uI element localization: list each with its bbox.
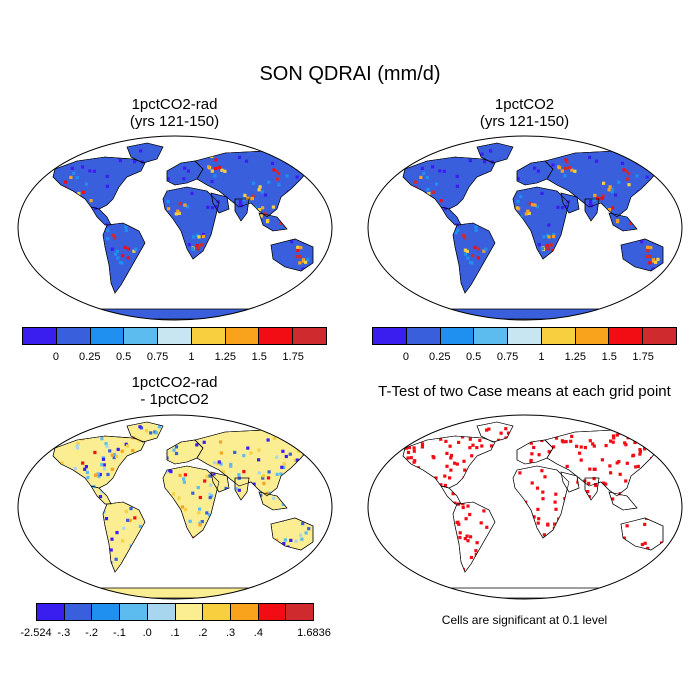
colorbar-tick-label: 0.75: [146, 351, 169, 363]
landmass-antarctica: [404, 587, 646, 599]
colorbar-swatch: [23, 328, 57, 344]
colorbar-tick-label: -2.524: [20, 627, 52, 639]
landmass-seasia: [258, 212, 288, 232]
colorbar-swatch: [286, 604, 314, 620]
colorbar-swatch: [609, 328, 644, 344]
colorbar-swatch: [508, 328, 542, 344]
colorbar-boxes: [22, 327, 327, 345]
colorbar-swatch: [191, 328, 226, 344]
colorbar-swatch: [225, 328, 260, 344]
colorbar-swatch: [643, 328, 677, 344]
panel-3-title-line2: - 1pctCO2: [140, 391, 209, 408]
landmass-antarctica: [54, 308, 296, 320]
colorbar-swatch: [120, 604, 148, 620]
colorbar-swatch: [440, 328, 475, 344]
colorbar-swatch: [293, 328, 327, 344]
colorbar-swatch: [575, 328, 610, 344]
colorbar-tick-label: 0.75: [496, 351, 519, 363]
colorbar-swatch: [541, 328, 576, 344]
map-panel-1pctco2: [367, 135, 683, 321]
colorbar-tick-label: 1: [188, 351, 195, 363]
significance-note: Cells are significant at 0.1 level: [441, 613, 608, 627]
landmass-seasia: [608, 212, 638, 232]
map-panel-ttest: [367, 414, 683, 600]
colorbar-tick-label: 0.25: [79, 351, 101, 363]
map-border: [17, 135, 333, 321]
colorbar-tick-label: -.3: [57, 627, 71, 639]
colorbar-tick-label: .0: [142, 627, 152, 639]
colorbar-swatch: [373, 328, 407, 344]
landmass-india: [584, 477, 600, 501]
figure-title: SON QDRAI (mm/d): [259, 63, 441, 85]
colorbar-1pctco2-rad: 0 0.25 0.5 0.75 1 1.25 1.5 1.75: [22, 327, 327, 367]
colorbar-tick-label: 1.75: [282, 351, 304, 363]
colorbar-swatch: [259, 328, 294, 344]
map-panel-difference: [17, 414, 333, 600]
landmass-seasia: [258, 491, 288, 511]
colorbar-tick-label: 0.25: [429, 351, 451, 363]
landmass-centralAmerica: [440, 485, 462, 505]
colorbar-tick-label: 1.6836: [297, 627, 331, 639]
map-border: [367, 414, 683, 600]
panel-2-title-line1: 1pctCO2: [494, 96, 555, 113]
colorbar-swatch: [147, 604, 176, 620]
panel-1-title: 1pctCO2-rad (yrs 121-150): [22, 96, 327, 130]
colorbar-swatch: [92, 604, 121, 620]
colorbar-tick-label: 0: [52, 351, 59, 363]
landmass-australia: [620, 238, 664, 272]
landmass-seasia: [608, 491, 638, 511]
colorbar-tick-label: -.1: [112, 627, 126, 639]
landmass-europe: [166, 160, 204, 186]
colorbar-tick-label: 1.25: [564, 351, 587, 363]
colorbar-swatch: [258, 604, 287, 620]
landmass-southAmerica: [102, 222, 146, 294]
colorbar-tick-label: 0.5: [466, 351, 482, 363]
colorbar-boxes: [36, 603, 314, 621]
panel-2-title: 1pctCO2 (yrs 121-150): [372, 96, 677, 130]
colorbar-swatch: [406, 328, 441, 344]
map-panel-1pctco2-rad: [17, 135, 333, 321]
panel-4-title: T-Test of two Case means at each grid po…: [378, 383, 671, 400]
map-border: [17, 414, 333, 600]
colorbar-tick-label: .2: [198, 627, 208, 639]
colorbar-tick-label: 0: [402, 351, 409, 363]
colorbar-tick-label: .3: [226, 627, 236, 639]
colorbar-tick-label: 1.25: [214, 351, 237, 363]
colorbar-swatch: [56, 328, 91, 344]
landmass-africa: [512, 465, 570, 539]
colorbar-swatch: [64, 604, 93, 620]
colorbar-tick-label: -.2: [85, 627, 99, 639]
colorbar-tick-label: 1: [538, 351, 545, 363]
colorbar-tick-label: 1.75: [632, 351, 654, 363]
colorbar-1pctco2: 0 0.25 0.5 0.75 1 1.25 1.5 1.75: [372, 327, 677, 367]
map-border: [367, 135, 683, 321]
colorbar-tick-label: 1.5: [251, 351, 267, 363]
colorbar-tick-label: .1: [170, 627, 180, 639]
colorbar-swatch: [230, 604, 259, 620]
colorbar-swatch: [175, 604, 204, 620]
colorbar-swatch: [158, 328, 192, 344]
colorbar-tick-label: 0.5: [116, 351, 132, 363]
colorbar-tick-label: .4: [253, 627, 263, 639]
panel-3-title: 1pctCO2-rad - 1pctCO2: [22, 374, 327, 408]
landmass-europe: [516, 439, 554, 465]
colorbar-swatch: [37, 604, 65, 620]
panel-1-title-line1: 1pctCO2-rad: [131, 96, 218, 113]
colorbar-swatch: [203, 604, 231, 620]
landmass-europe: [516, 160, 554, 186]
landmass-antarctica: [54, 587, 296, 599]
colorbar-boxes: [372, 327, 677, 345]
colorbar-tick-label: 1.5: [601, 351, 617, 363]
colorbar-swatch: [90, 328, 125, 344]
colorbar-swatch: [124, 328, 159, 344]
panel-2-title-line2: (yrs 121-150): [479, 113, 570, 130]
landmass-southAmerica: [102, 501, 146, 573]
colorbar-swatch: [474, 328, 509, 344]
panel-1-title-line2: (yrs 121-150): [129, 113, 220, 130]
panel-3-title-line1: 1pctCO2-rad: [131, 374, 218, 391]
landmass-australia: [270, 238, 314, 272]
colorbar-difference: -.3 -.2 -.1 .0 .1 .2 .3 .4 -2.524 1.6836: [20, 603, 331, 643]
landmass-southAmerica: [452, 222, 496, 294]
landmass-antarctica: [404, 308, 646, 320]
